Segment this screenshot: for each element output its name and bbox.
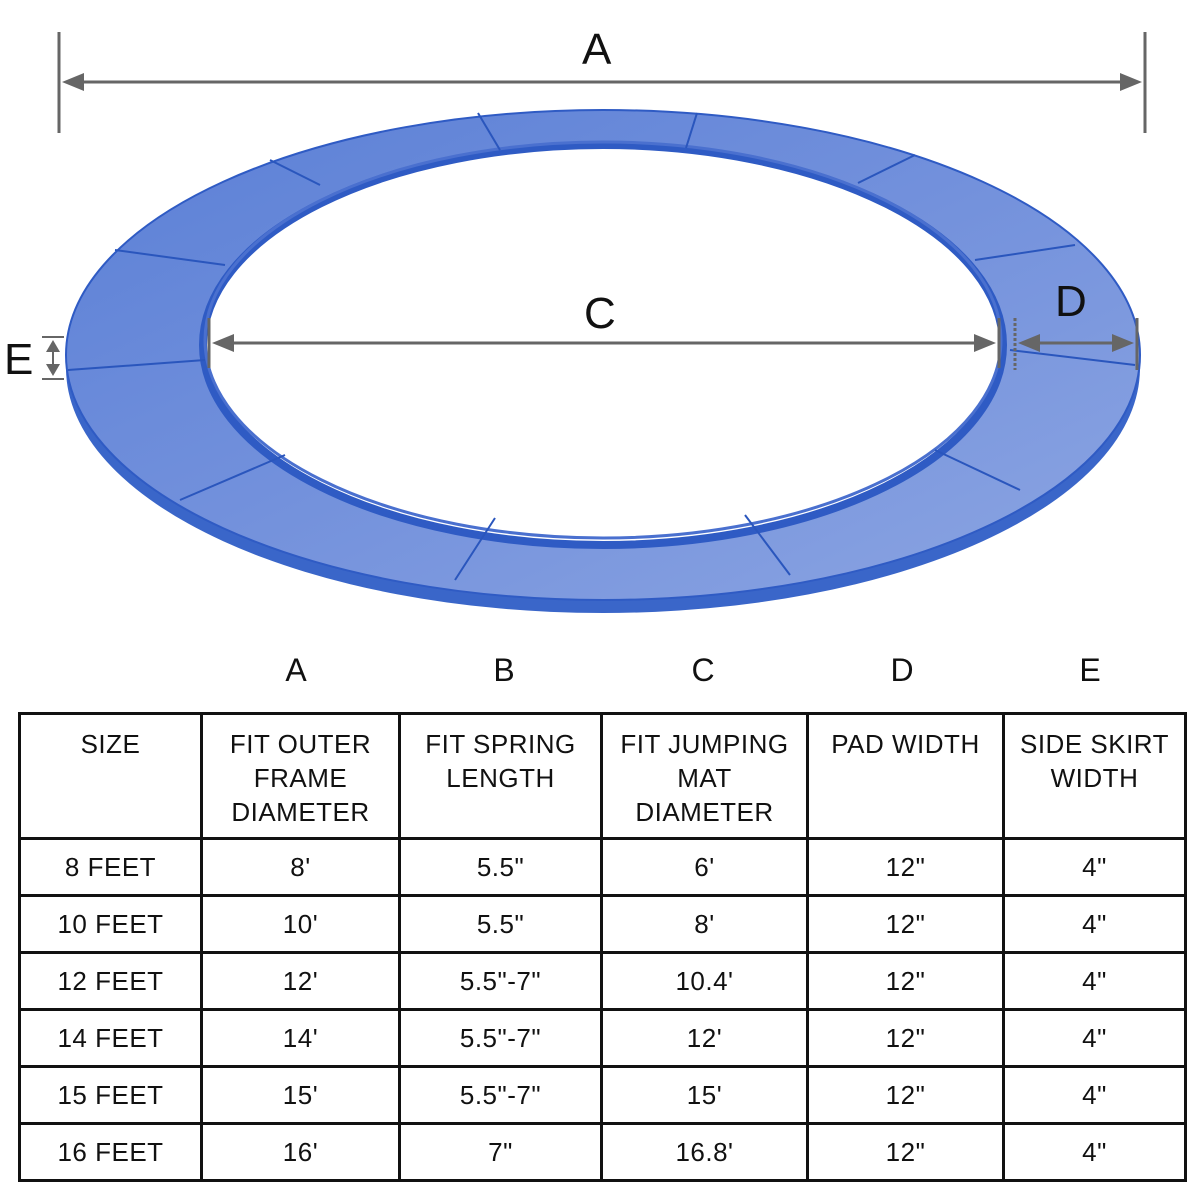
cell-pad-width: 12" bbox=[806, 837, 1005, 897]
cell-mat-diameter: 8' bbox=[600, 894, 809, 954]
column-letter-a: A bbox=[285, 652, 307, 688]
header-side-skirt-width: SIDE SKIRT WIDTH bbox=[1002, 712, 1187, 840]
size-chart-table: SIZE FIT OUTER FRAME DIAMETER FIT SPRING LE… bbox=[18, 712, 1187, 1182]
header-pad-width: PAD WIDTH bbox=[806, 712, 1005, 840]
dimension-d-arrow bbox=[1013, 318, 1139, 370]
cell-size: 14 FEET bbox=[18, 1008, 203, 1068]
cell-spring-length: 5.5"-7" bbox=[398, 1008, 603, 1068]
cell-size: 12 FEET bbox=[18, 951, 203, 1011]
cell-spring-length: 5.5" bbox=[398, 837, 603, 897]
header-outer-frame-diameter: FIT OUTER FRAME DIAMETER bbox=[200, 712, 401, 840]
cell-outer-frame: 8' bbox=[200, 837, 401, 897]
table-header-row: SIZE FIT OUTER FRAME DIAMETER FIT SPRING LE… bbox=[18, 712, 1187, 840]
table-row: 10 FEET 10' 5.5" 8' 12" 4" bbox=[18, 894, 1187, 954]
header-size: SIZE bbox=[18, 712, 203, 840]
header-jumping-mat-diameter: FIT JUMPING MAT DIAMETER bbox=[600, 712, 809, 840]
header-spring-length: FIT SPRING LENGTH bbox=[398, 712, 603, 840]
cell-outer-frame: 14' bbox=[200, 1008, 401, 1068]
dimension-a-arrow bbox=[57, 32, 1147, 133]
cell-skirt-width: 4" bbox=[1002, 894, 1187, 954]
pad-ring-illustration bbox=[42, 32, 1147, 613]
table-row: 8 FEET 8' 5.5" 6' 12" 4" bbox=[18, 837, 1187, 897]
cell-mat-diameter: 15' bbox=[600, 1065, 809, 1125]
table-row: 14 FEET 14' 5.5"-7" 12' 12" 4" bbox=[18, 1008, 1187, 1068]
trampoline-pad-diagram: A C D E bbox=[4, 25, 1147, 613]
cell-pad-width: 12" bbox=[806, 1122, 1005, 1182]
cell-size: 8 FEET bbox=[18, 837, 203, 897]
cell-pad-width: 12" bbox=[806, 951, 1005, 1011]
cell-pad-width: 12" bbox=[806, 1065, 1005, 1125]
cell-mat-diameter: 10.4' bbox=[600, 951, 809, 1011]
label-d: D bbox=[1055, 277, 1087, 326]
cell-skirt-width: 4" bbox=[1002, 1065, 1187, 1125]
cell-outer-frame: 12' bbox=[200, 951, 401, 1011]
cell-spring-length: 5.5"-7" bbox=[398, 951, 603, 1011]
cell-mat-diameter: 16.8' bbox=[600, 1122, 809, 1182]
label-a: A bbox=[582, 25, 612, 74]
cell-spring-length: 7" bbox=[398, 1122, 603, 1182]
cell-size: 10 FEET bbox=[18, 894, 203, 954]
cell-outer-frame: 15' bbox=[200, 1065, 401, 1125]
pad-seams bbox=[67, 112, 1136, 581]
column-letter-b: B bbox=[493, 652, 515, 688]
dimension-e-arrow bbox=[42, 336, 64, 380]
cell-spring-length: 5.5"-7" bbox=[398, 1065, 603, 1125]
cell-skirt-width: 4" bbox=[1002, 1122, 1187, 1182]
column-letter-e: E bbox=[1079, 652, 1101, 688]
dimension-c-arrow bbox=[207, 318, 1001, 368]
table-row: 12 FEET 12' 5.5"-7" 10.4' 12" 4" bbox=[18, 951, 1187, 1011]
cell-outer-frame: 16' bbox=[200, 1122, 401, 1182]
cell-skirt-width: 4" bbox=[1002, 951, 1187, 1011]
table-row: 15 FEET 15' 5.5"-7" 15' 12" 4" bbox=[18, 1065, 1187, 1125]
cell-outer-frame: 10' bbox=[200, 894, 401, 954]
label-e: E bbox=[4, 335, 34, 384]
table-row: 16 FEET 16' 7" 16.8' 12" 4" bbox=[18, 1122, 1187, 1182]
cell-spring-length: 5.5" bbox=[398, 894, 603, 954]
cell-mat-diameter: 6' bbox=[600, 837, 809, 897]
cell-skirt-width: 4" bbox=[1002, 1008, 1187, 1068]
label-c: C bbox=[584, 289, 616, 338]
cell-pad-width: 12" bbox=[806, 894, 1005, 954]
cell-size: 16 FEET bbox=[18, 1122, 203, 1182]
cell-mat-diameter: 12' bbox=[600, 1008, 809, 1068]
column-letter-c: C bbox=[691, 652, 715, 688]
column-letter-d: D bbox=[890, 652, 914, 688]
cell-pad-width: 12" bbox=[806, 1008, 1005, 1068]
cell-size: 15 FEET bbox=[18, 1065, 203, 1125]
cell-skirt-width: 4" bbox=[1002, 837, 1187, 897]
